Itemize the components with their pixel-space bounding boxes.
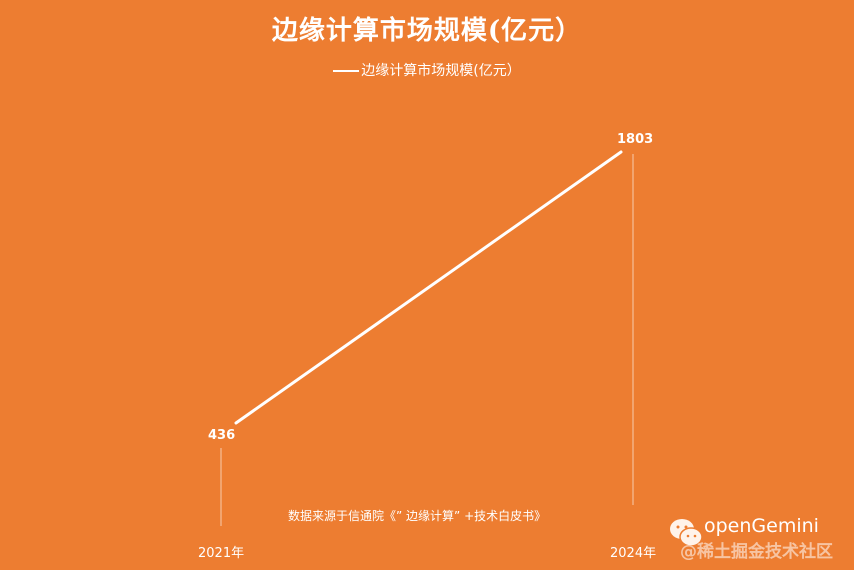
chart-title: 边缘计算市场规模(亿元）	[271, 16, 583, 46]
watermark-brand: openGemini	[704, 515, 819, 537]
wechat-icon	[670, 519, 703, 547]
legend: 边缘计算市场规模(亿元）	[0, 60, 854, 80]
x-axis-label-2024: 2024年	[610, 546, 657, 561]
legend-line-swatch	[333, 70, 360, 72]
series-line	[234, 150, 623, 425]
watermark-sub: @稀土掘金技术社区	[680, 542, 833, 562]
data-label-2021: 436	[208, 428, 236, 443]
x-axis-label-2021: 2021年	[198, 546, 245, 561]
legend-label: 边缘计算市场规模(亿元）	[361, 63, 521, 79]
source-note: 数据来源于信通院《” 边缘计算” +技术白皮书》	[288, 509, 547, 523]
data-label-2024: 1803	[617, 132, 654, 147]
